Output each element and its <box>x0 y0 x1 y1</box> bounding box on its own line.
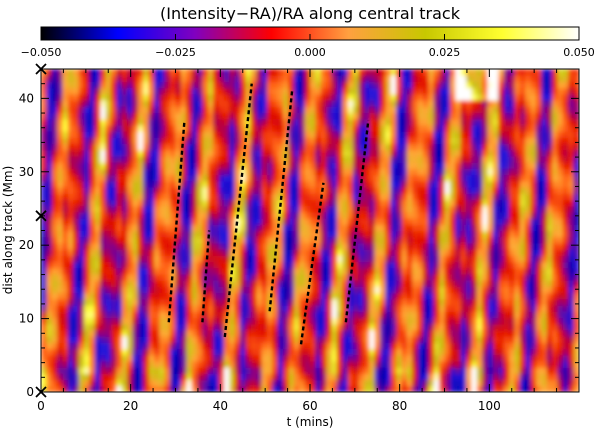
heatmap <box>41 69 579 392</box>
x-tick-label: 0 <box>37 399 45 413</box>
x-markers <box>35 63 47 398</box>
track-line-3 <box>223 83 253 338</box>
y-tick-label: 10 <box>19 312 34 326</box>
y-tick-label: 0 <box>26 385 34 399</box>
track-line-5 <box>299 182 325 345</box>
colorbar-tick-label: −0.050 <box>21 46 62 59</box>
track-line-6 <box>344 120 370 323</box>
x-tick-label: 40 <box>213 399 228 413</box>
colorbar-tick-label: 0.050 <box>563 46 595 59</box>
cross-marker <box>35 210 47 222</box>
y-tick-label: 20 <box>19 238 34 252</box>
x-axis-label: t (mins) <box>287 415 334 429</box>
y-tick-label: 40 <box>19 91 34 105</box>
track-line-2 <box>201 230 211 323</box>
cross-marker <box>35 386 47 398</box>
x-tick-label: 80 <box>392 399 407 413</box>
track-line-4 <box>268 90 294 312</box>
x-tick-label: 100 <box>478 399 501 413</box>
x-tick-label: 60 <box>302 399 317 413</box>
chart-title: (Intensity−RA)/RA along central track <box>160 4 461 23</box>
y-tick-label: 30 <box>19 165 34 179</box>
track-lines <box>167 83 370 345</box>
y-axis-label: dist along track (Mm) <box>1 166 15 295</box>
cross-marker <box>35 63 47 75</box>
y-axis: 0 10 20 30 40 <box>19 83 579 399</box>
colorbar-tick-label: 0.025 <box>429 46 461 59</box>
x-axis: 0 20 40 60 80 100 <box>37 69 558 413</box>
colorbar-tick-label: −0.025 <box>155 46 196 59</box>
track-line-1 <box>167 120 186 323</box>
colorbar-ticks: −0.050 −0.025 0.000 0.025 0.050 <box>21 34 595 59</box>
x-tick-label: 20 <box>123 399 138 413</box>
colorbar-tick-label: 0.000 <box>294 46 326 59</box>
